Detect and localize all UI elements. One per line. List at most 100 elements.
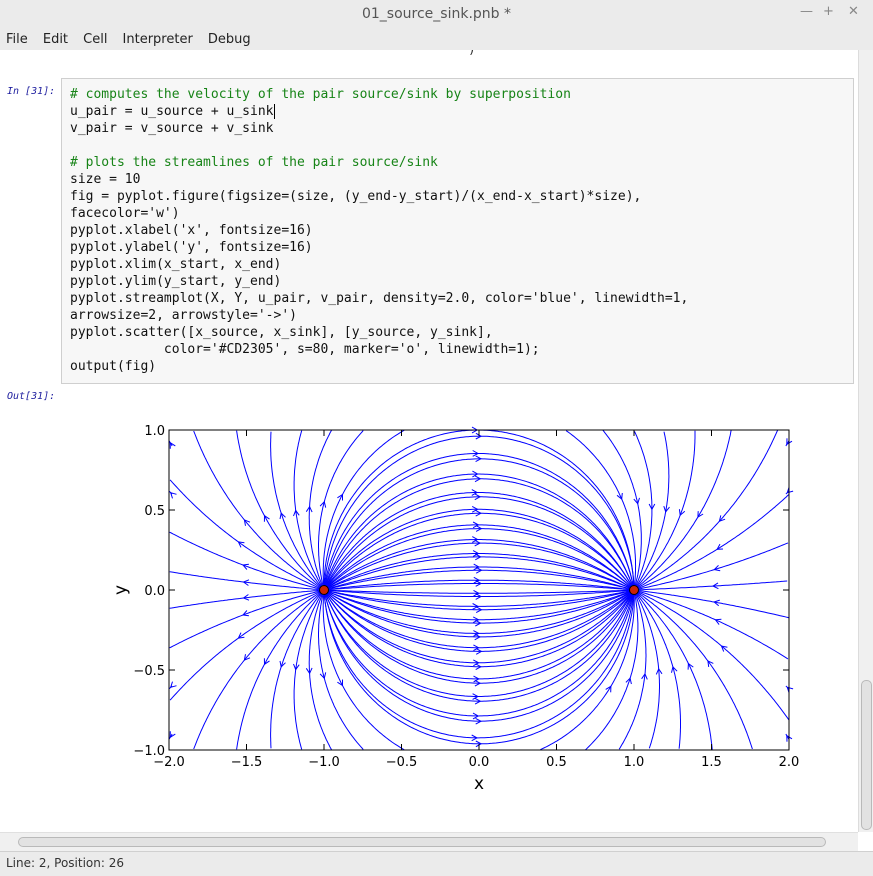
x-tick-label-3: −0.5 [386,755,418,770]
stream-arrow-54 [471,489,479,496]
streamline-21 [169,590,320,649]
x-tick-label-4: 0.0 [469,755,490,770]
x-tick-label-8: 2.0 [779,755,800,770]
stream-arrow-22 [242,610,249,617]
stream-arrow-57 [471,536,479,543]
code-line-17: output(fig) [70,359,157,374]
code-line-5: # plots the streamlines of the pair sour… [70,155,438,170]
streamline-42 [638,494,790,589]
x-tick-label-2: −1.0 [308,755,340,770]
minimize-icon[interactable]: — [800,4,813,19]
code-cell[interactable]: # computes the velocity of the pair sour… [61,78,854,384]
code-line-15: pyplot.scatter([x_source, x_sink], [y_so… [70,325,493,340]
code-line-13: pyplot.streamplot(X, Y, u_pair, v_pair, … [70,291,689,306]
stream-arrow-56 [472,521,480,529]
stream-arrow-46 [678,509,686,517]
previous-cell-cutoff: ) [468,50,476,57]
menu-edit[interactable]: Edit [42,32,69,47]
stream-arrow-66 [473,659,480,667]
stream-arrow-69 [472,712,480,720]
out-prompt: Out[31]: [7,391,56,402]
stream-arrow-32 [475,717,483,725]
stream-arrow-64 [473,630,480,637]
code-line-6: size = 10 [70,172,141,187]
code-line-2: u_pair = u_source + u_sink [70,104,274,119]
x-ticks: −2.0 −1.5 −1.0 −0.5 0.0 0.5 1.0 1.5 2.0 [153,430,799,770]
code-line-12: pyplot.ylim(y_start, y_end) [70,274,282,289]
stream-arrow-12 [319,500,327,508]
code-line-8: facecolor='w') [70,206,180,221]
code-line-16: color='#CD2305', s=80, marker='o', linew… [70,342,540,357]
menu-file[interactable]: File [6,32,28,47]
stream-arrow-35 [475,663,482,671]
streamline-72 [618,594,647,750]
source-marker [319,585,329,595]
stream-arrow-77 [707,660,714,667]
stream-arrow-15 [279,512,286,520]
stream-arrow-61 [473,589,480,597]
code-editor[interactable]: # computes the velocity of the pair sour… [70,86,688,375]
streamline-19 [169,571,320,591]
stream-arrow-67 [473,675,480,683]
x-axis-label: x [474,774,484,794]
stream-arrow-9 [475,455,483,463]
stream-arrow-76 [687,662,694,670]
stream-arrow-70 [471,734,479,742]
vertical-scroll-thumb[interactable] [861,680,872,830]
stream-arrow-88 [786,438,793,446]
stream-arrow-28 [305,667,313,675]
stream-arrow-21 [242,594,250,601]
streamline-53 [324,492,633,589]
code-line-9: pyplot.xlabel('x', fontsize=16) [70,223,313,238]
stream-arrow-78 [720,645,728,652]
horizontal-scrollbar[interactable] [0,832,858,851]
y-tick-label-1: 0.5 [144,504,165,519]
stream-arrow-13 [305,505,313,513]
stream-arrow-74 [655,667,663,675]
stream-arrow-63 [472,616,480,624]
streamline-plot: −2.0 −1.5 −1.0 −0.5 0.0 0.5 1.0 1.5 2.0 1.0 0.5 0.… [111,424,799,794]
text-cursor [273,104,275,119]
stream-arrow-52 [472,450,480,457]
x-tick-label-0: −2.0 [153,755,185,770]
stream-arrow-26 [279,660,286,668]
stream-arrow-29 [319,672,327,680]
code-line-11: pyplot.xlim(x_start, x_end) [70,257,282,272]
y-tick-label-0: 1.0 [144,424,165,439]
x-tick-label-7: 1.5 [701,755,722,770]
stream-arrow-58 [472,550,480,557]
streamline-13 [293,430,323,587]
status-text: Line: 2, Position: 26 [6,856,124,870]
stream-arrow-40 [475,593,483,600]
streamline-43 [637,430,779,589]
horizontal-scroll-thumb[interactable] [18,837,826,847]
stream-arrow-42 [713,564,721,572]
streamline-3 [327,542,632,589]
streamline-75 [637,592,713,750]
stream-arrow-45 [697,511,704,519]
streamline-18 [169,531,320,590]
close-icon[interactable]: ✕ [848,4,859,19]
menu-debug[interactable]: Debug [207,32,251,47]
stream-arrow-53 [472,470,479,478]
stream-arrow-48 [648,503,656,511]
notebook-area[interactable]: ) In [31]: # computes the velocity of th… [0,50,858,832]
menu-cell[interactable]: Cell [83,32,108,47]
code-line-3: v_pair = v_source + v_sink [70,121,274,136]
stream-arrow-14 [293,509,300,517]
stream-arrow-87 [169,441,176,449]
stream-arrow-43 [716,543,724,550]
streamline-28 [318,594,364,750]
title-bar: 01_source_sink.pnb * — + ✕ [0,0,873,29]
stream-arrow-11 [337,493,343,501]
maximize-icon[interactable]: + [823,4,834,19]
menu-interpreter[interactable]: Interpreter [122,32,193,47]
stream-arrow-10 [475,432,483,440]
y-ticks: 1.0 0.5 0.0 −0.5 −1.0 [133,424,789,759]
stream-arrow-47 [663,505,670,513]
stream-arrow-36 [475,648,483,655]
stream-arrow-75 [671,665,678,673]
stream-arrow-65 [473,644,480,652]
vertical-scrollbar[interactable] [858,50,873,832]
streamline-26 [293,593,323,750]
